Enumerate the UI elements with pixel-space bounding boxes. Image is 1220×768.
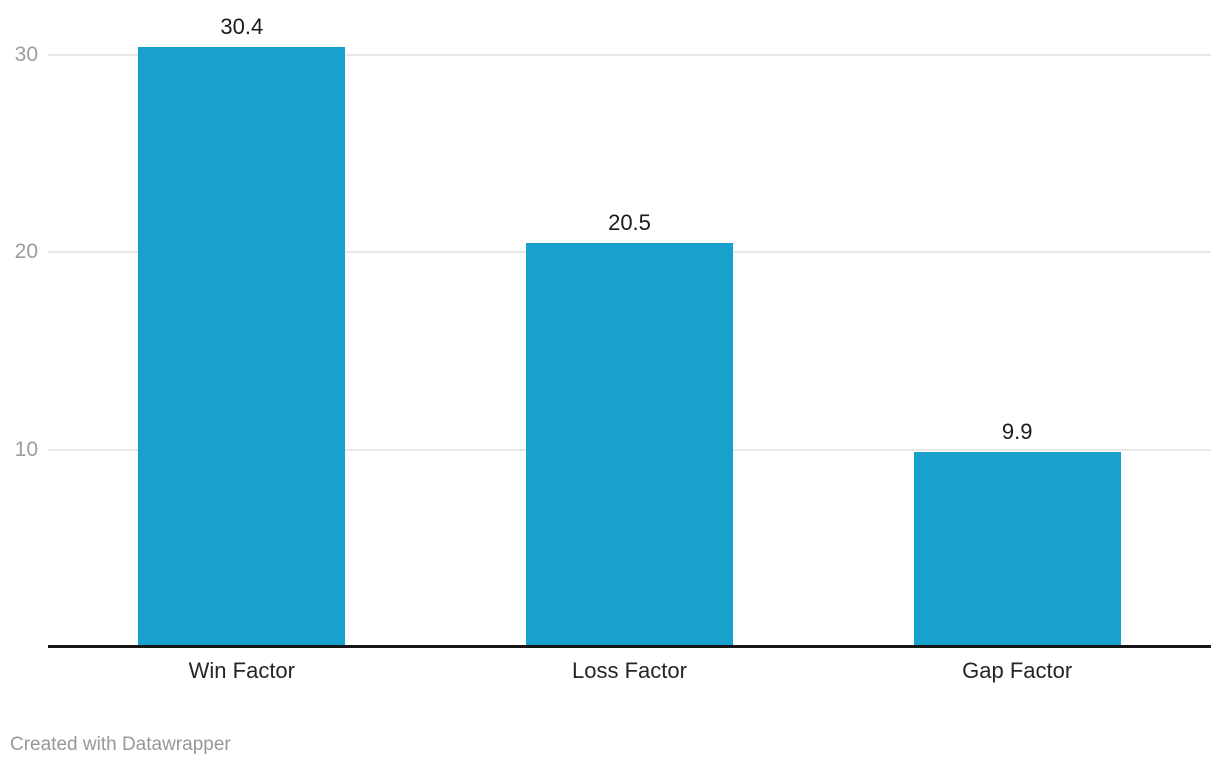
value-label: 30.4 (220, 14, 264, 40)
value-label: 9.9 (1001, 418, 1033, 444)
y-tick-label: 10 (14, 437, 38, 461)
y-gridline (48, 54, 1211, 57)
x-axis-line (48, 644, 1211, 648)
x-category-label: Win Factor (188, 658, 295, 683)
value-label: 20.5 (608, 209, 651, 235)
bar-gap-factor[interactable] (913, 451, 1121, 647)
bar-loss-factor[interactable] (526, 242, 733, 647)
x-category-label: Gap Factor (962, 658, 1073, 683)
bar-win-factor[interactable] (138, 47, 346, 647)
attribution-link[interactable]: Created with Datawrapper (10, 734, 231, 755)
y-tick-label: 20 (14, 240, 38, 264)
x-category-label: Loss Factor (572, 658, 687, 683)
y-tick-label: 30 (14, 43, 38, 67)
